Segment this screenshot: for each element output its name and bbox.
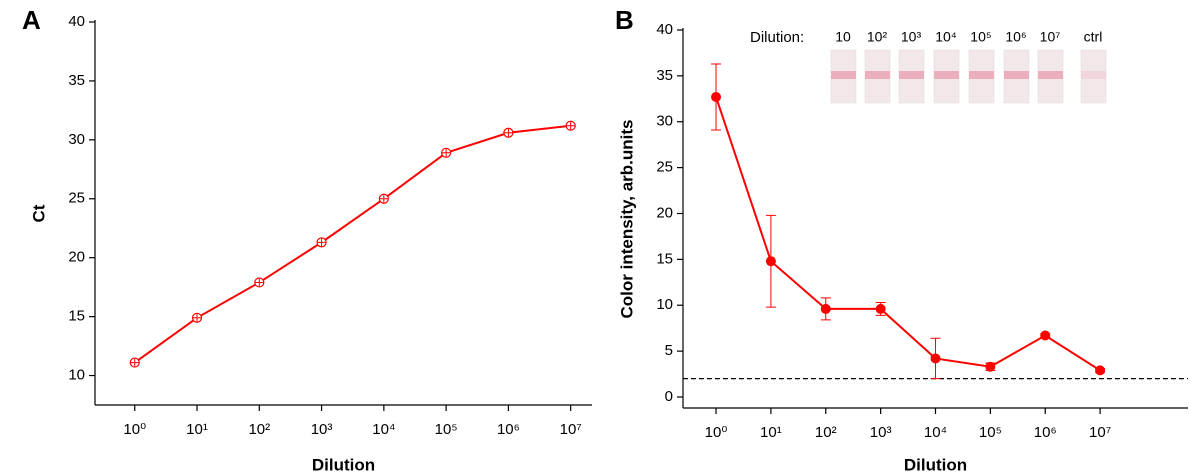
marker-cross bbox=[566, 121, 576, 131]
y-tick-label: 30 bbox=[656, 113, 673, 130]
x-tick-label: 10⁶ bbox=[497, 421, 520, 438]
x-tick-label: 10⁵ bbox=[979, 424, 1002, 441]
y-tick-label: 0 bbox=[665, 388, 673, 405]
x-tick-label: 10³ bbox=[311, 421, 333, 438]
strip-band bbox=[1004, 71, 1029, 79]
x-tick-label: 10⁰ bbox=[123, 421, 146, 438]
y-tick-label: 25 bbox=[656, 159, 673, 176]
y-tick-label: 35 bbox=[656, 67, 673, 84]
strip-band bbox=[934, 71, 959, 79]
lane-label: 10 bbox=[835, 29, 851, 45]
marker-cross bbox=[379, 194, 389, 204]
y-tick-label: 15 bbox=[656, 250, 673, 267]
strip-band bbox=[1081, 71, 1106, 79]
marker-cross bbox=[130, 358, 140, 368]
y-axis-label: Color intensity, arb.units bbox=[617, 120, 636, 319]
strip-band bbox=[1038, 71, 1063, 79]
strip-band bbox=[831, 71, 856, 79]
y-tick-label: 20 bbox=[656, 204, 673, 221]
x-axis-label: Dilution bbox=[312, 455, 375, 474]
data-point bbox=[985, 361, 996, 372]
x-tick-label: 10¹ bbox=[760, 424, 782, 441]
data-point bbox=[1040, 330, 1051, 341]
panel: A 10 15 20 25 30 35 40 10⁰ 10¹ 10² 10³ 10⁴ 10⁵ 10⁶ 10⁷ D… bbox=[22, 5, 592, 474]
lane-label: ctrl bbox=[1084, 29, 1103, 45]
inset-label: Dilution: bbox=[750, 29, 804, 46]
data-point bbox=[820, 303, 831, 314]
data-line bbox=[715, 96, 1101, 372]
y-tick-label: 40 bbox=[68, 13, 85, 30]
y-tick-label: 10 bbox=[656, 296, 673, 313]
x-tick-label: 10² bbox=[248, 421, 270, 438]
y-tick-label: 20 bbox=[68, 249, 85, 266]
lane-label: 10⁷ bbox=[1040, 29, 1061, 45]
data-point bbox=[765, 256, 776, 267]
y-tick-label: 30 bbox=[68, 131, 85, 148]
data-point bbox=[1095, 365, 1106, 376]
marker-cross bbox=[254, 277, 264, 287]
marker-cross bbox=[317, 237, 327, 247]
lane-label: 10³ bbox=[901, 29, 922, 45]
panel-label: A bbox=[22, 5, 41, 35]
x-tick-label: 10⁴ bbox=[924, 424, 947, 441]
lane-label: 10⁶ bbox=[1005, 29, 1026, 45]
data-point bbox=[711, 91, 722, 102]
y-tick-label: 5 bbox=[665, 342, 673, 359]
x-axis-label: Dilution bbox=[904, 455, 967, 474]
x-tick-label: 10² bbox=[815, 424, 837, 441]
x-tick-label: 10¹ bbox=[186, 421, 208, 438]
panel: B 0 5 10 15 20 25 30 35 40 10⁰ 10¹ 10² 10³ 10⁴ 10⁵ 10⁶ 10… bbox=[615, 5, 1188, 474]
x-tick-label: 10⁷ bbox=[1089, 424, 1111, 441]
y-axis-label: Ct bbox=[29, 204, 48, 222]
marker-cross bbox=[441, 148, 451, 158]
x-tick-label: 10⁵ bbox=[435, 421, 458, 438]
y-tick-label: 40 bbox=[656, 21, 673, 38]
lane-label: 10⁴ bbox=[935, 29, 957, 45]
strip-band bbox=[969, 71, 994, 79]
marker-cross bbox=[503, 128, 513, 138]
panel-label: B bbox=[615, 5, 634, 35]
x-tick-label: 10⁴ bbox=[372, 421, 395, 438]
data-point bbox=[930, 353, 941, 364]
lane-label: 10⁵ bbox=[970, 29, 991, 45]
data-line bbox=[134, 124, 571, 364]
x-tick-label: 10⁰ bbox=[705, 424, 728, 441]
x-tick-label: 10⁶ bbox=[1034, 424, 1057, 441]
lane-label: 10² bbox=[867, 29, 888, 45]
y-tick-label: 10 bbox=[68, 367, 85, 384]
strip-band bbox=[865, 71, 890, 79]
marker-cross bbox=[192, 313, 202, 323]
y-tick-label: 25 bbox=[68, 190, 85, 207]
strip-band bbox=[899, 71, 924, 79]
x-tick-label: 10³ bbox=[870, 424, 892, 441]
x-tick-label: 10⁷ bbox=[560, 421, 582, 438]
y-tick-label: 35 bbox=[68, 72, 85, 89]
data-point bbox=[875, 303, 886, 314]
y-tick-label: 15 bbox=[68, 308, 85, 325]
